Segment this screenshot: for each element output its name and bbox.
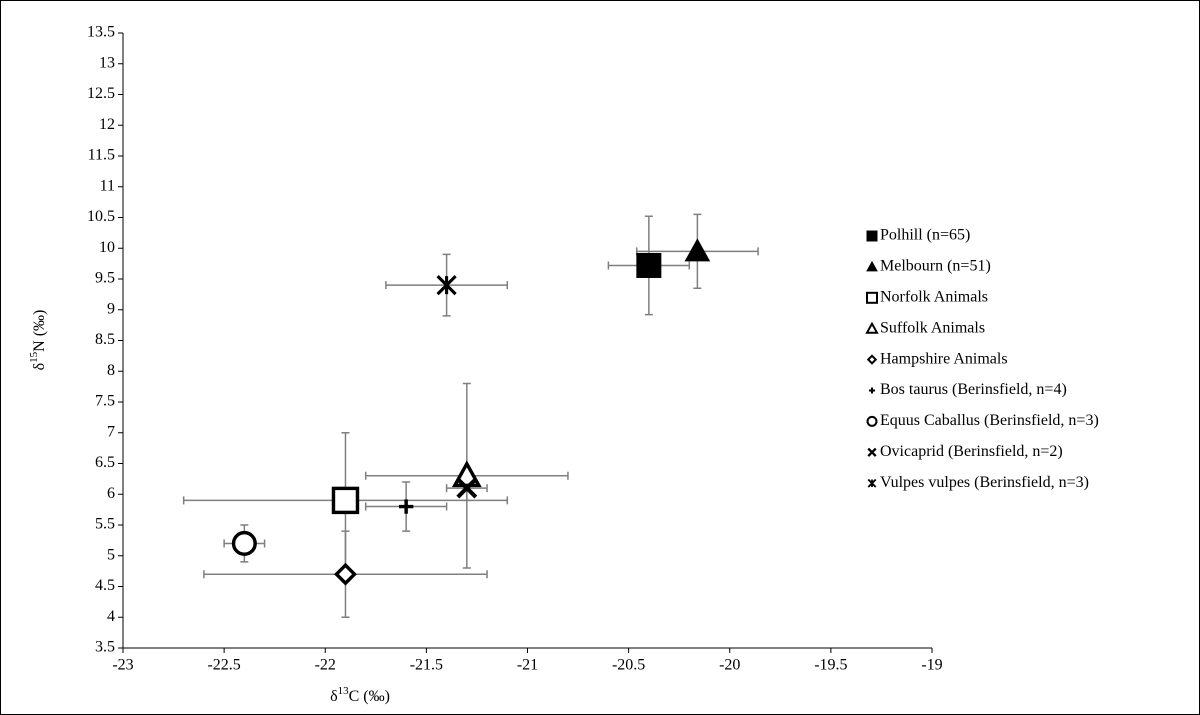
y-tick-label: 12 — [99, 116, 115, 133]
y-axis-label: δ15N (‰) — [28, 310, 48, 371]
y-tick-label: 13.5 — [87, 24, 115, 41]
marker-shape — [456, 477, 478, 499]
marker-shape — [866, 354, 878, 365]
x-tick-label: -19.5 — [814, 657, 847, 674]
legend-marker — [866, 291, 878, 304]
y-tick-label: 12.5 — [87, 85, 115, 102]
legend-marker — [867, 478, 877, 488]
marker-shape — [866, 230, 878, 242]
legend-marker — [867, 447, 877, 457]
y-tick-label: 8.5 — [95, 331, 115, 348]
y-tick-label: 11 — [100, 177, 115, 194]
y-tick-label: 3.5 — [95, 639, 115, 656]
marker-shape — [869, 387, 875, 394]
y-tick-label: 4 — [107, 608, 115, 625]
point — [636, 252, 662, 278]
legend-marker — [866, 354, 878, 365]
y-tick-label: 10.5 — [87, 208, 115, 225]
y-tick-label: 4.5 — [95, 577, 115, 594]
legend-label: Suffolk Animals — [880, 319, 985, 336]
legend-label: Ovicaprid (Berinsfield, n=2) — [880, 443, 1063, 460]
y-tick-label: 9 — [107, 300, 115, 317]
y-tick-label: 7.5 — [95, 393, 115, 410]
legend-marker — [866, 230, 878, 242]
y-tick-label: 10 — [99, 239, 115, 256]
legend-marker — [865, 321, 879, 334]
point — [334, 562, 357, 586]
point — [436, 275, 457, 296]
marker-shape — [684, 238, 711, 262]
point — [331, 486, 360, 515]
legend-label: Hampshire Animals — [880, 350, 1008, 367]
point — [231, 530, 257, 556]
x-tick-label: -22.5 — [207, 657, 240, 674]
marker-shape — [866, 260, 878, 272]
y-tick-label: 11.5 — [88, 147, 115, 164]
x-tick-label: -21 — [517, 657, 538, 674]
y-tick-label: 7 — [107, 423, 115, 440]
y-tick-label: 9.5 — [95, 270, 115, 287]
marker-shape — [867, 478, 877, 488]
point — [456, 477, 478, 499]
point — [398, 499, 414, 514]
legend-marker — [866, 260, 878, 272]
x-tick-label: -20.5 — [612, 657, 645, 674]
legend-label: Equus Caballus (Berinsfield, n=3) — [880, 412, 1099, 429]
marker-shape — [436, 275, 457, 296]
legend-label: Norfolk Animals — [880, 288, 988, 305]
x-tick-label: -19 — [921, 657, 942, 674]
x-tick-label: -20 — [719, 657, 740, 674]
x-axis-label: δ13C (‰) — [330, 685, 390, 705]
legend-marker — [869, 387, 875, 394]
marker-shape — [867, 447, 877, 457]
legend-label: Bos taurus (Berinsfield, n=4) — [880, 381, 1067, 398]
y-tick-label: 8 — [107, 362, 115, 379]
marker-shape — [866, 415, 878, 427]
marker-shape — [231, 530, 257, 556]
y-tick-label: 5 — [107, 546, 115, 563]
y-tick-label: 13 — [99, 54, 115, 71]
point — [684, 238, 711, 262]
legend-marker — [866, 415, 878, 427]
legend-label: Melbourn (n=51) — [880, 258, 991, 275]
marker-shape — [866, 291, 878, 304]
marker-shape — [636, 252, 662, 278]
legend-label: Vulpes vulpes (Berinsfield, n=3) — [880, 474, 1089, 491]
y-tick-label: 5.5 — [95, 516, 115, 533]
x-tick-label: -22 — [315, 657, 336, 674]
x-tick-label: -23 — [112, 657, 133, 674]
marker-shape — [865, 321, 879, 334]
y-tick-label: 6 — [107, 485, 115, 502]
marker-shape — [398, 499, 414, 514]
marker-shape — [334, 562, 357, 586]
marker-shape — [331, 486, 360, 515]
x-tick-label: -21.5 — [410, 657, 443, 674]
y-tick-label: 6.5 — [95, 454, 115, 471]
legend-label: Polhill (n=65) — [880, 227, 970, 244]
